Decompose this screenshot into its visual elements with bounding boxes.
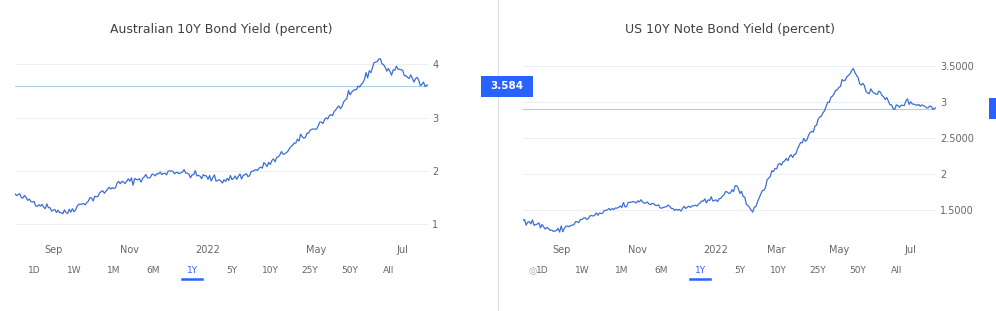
Text: 1M: 1M bbox=[615, 266, 628, 275]
Text: 6M: 6M bbox=[654, 266, 667, 275]
Text: 1W: 1W bbox=[575, 266, 590, 275]
Text: 1Y: 1Y bbox=[186, 266, 197, 275]
Title: Australian 10Y Bond Yield (percent): Australian 10Y Bond Yield (percent) bbox=[111, 24, 333, 36]
Text: 10Y: 10Y bbox=[262, 266, 279, 275]
Text: 1M: 1M bbox=[107, 266, 121, 275]
Text: 6M: 6M bbox=[146, 266, 159, 275]
Title: US 10Y Note Bond Yield (percent): US 10Y Note Bond Yield (percent) bbox=[624, 24, 835, 36]
Text: ◎: ◎ bbox=[529, 266, 537, 276]
Text: All: All bbox=[383, 266, 394, 275]
Text: 5Y: 5Y bbox=[734, 266, 745, 275]
Text: 3.584: 3.584 bbox=[490, 81, 524, 91]
Text: 25Y: 25Y bbox=[302, 266, 319, 275]
Text: 1W: 1W bbox=[67, 266, 82, 275]
Text: 5Y: 5Y bbox=[226, 266, 237, 275]
Text: 1D: 1D bbox=[28, 266, 41, 275]
Text: 1Y: 1Y bbox=[694, 266, 705, 275]
Text: 50Y: 50Y bbox=[849, 266, 866, 275]
Text: 50Y: 50Y bbox=[341, 266, 358, 275]
Text: 10Y: 10Y bbox=[770, 266, 787, 275]
Text: 25Y: 25Y bbox=[810, 266, 827, 275]
Text: 1D: 1D bbox=[536, 266, 549, 275]
Text: All: All bbox=[891, 266, 902, 275]
